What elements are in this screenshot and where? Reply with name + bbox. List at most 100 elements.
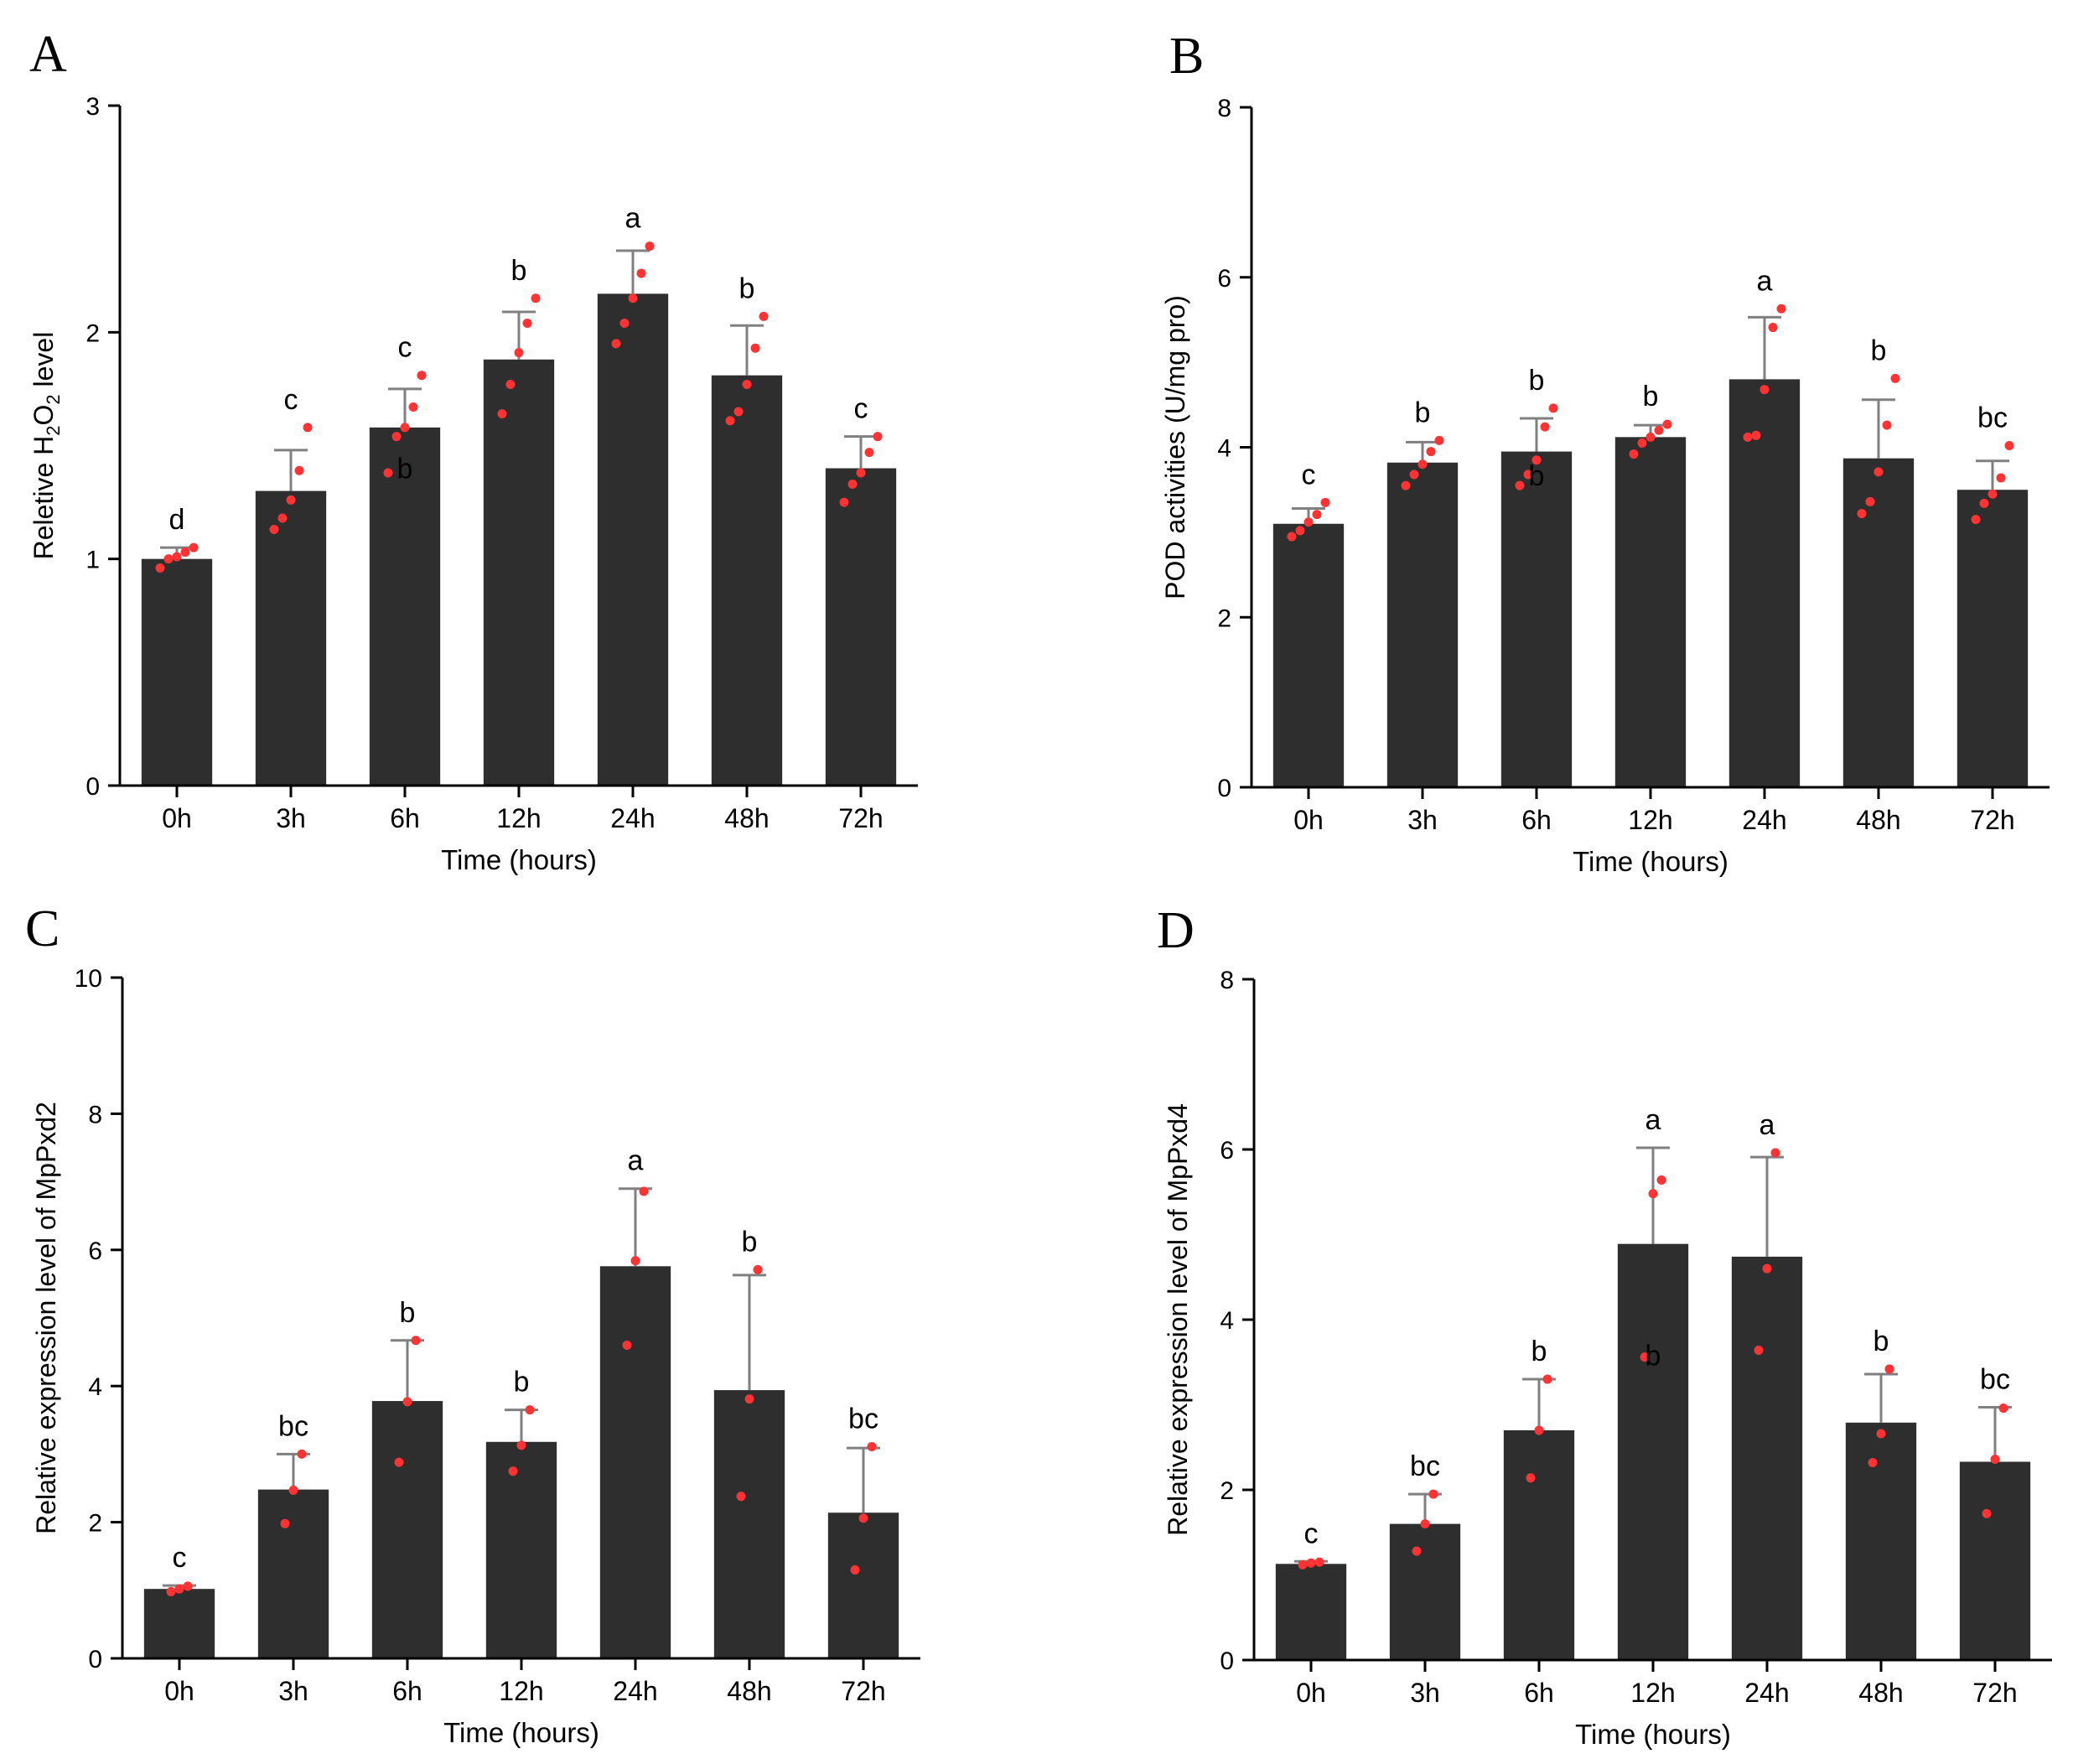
data-point — [1420, 1519, 1430, 1529]
data-point — [383, 468, 393, 478]
significance-letter: c — [1302, 459, 1316, 490]
data-point — [286, 495, 296, 505]
data-point — [645, 241, 655, 252]
bar — [713, 1390, 785, 1658]
data-point — [1882, 420, 1892, 430]
panel-d: Dc bc b a a b bc b 0 2 4 6 8 0h 3h 6h 12h 24h 48h 72h Time (… — [1157, 902, 2052, 1750]
bar — [1272, 523, 1345, 787]
significance-letter: b — [511, 255, 527, 287]
data-point — [1417, 459, 1428, 470]
significance-letter: b — [1415, 397, 1431, 428]
y-tick-label: 8 — [1220, 967, 1234, 994]
data-point — [742, 380, 752, 390]
y-tick-label: 2 — [1217, 604, 1231, 632]
data-point — [174, 1584, 184, 1594]
significance-letter: b — [397, 454, 413, 485]
data-point — [417, 371, 427, 381]
data-point — [1971, 515, 1981, 525]
y-tick-label: 6 — [88, 1237, 102, 1265]
y-axis-title: POD activities (U/mg pro) — [1160, 295, 1190, 599]
x-axis-title: Time (hours) — [1575, 1719, 1731, 1750]
significance-letter: b — [1529, 460, 1545, 492]
y-tick-label: 8 — [1217, 95, 1231, 122]
data-point — [1654, 425, 1664, 435]
significance-letter: b — [1873, 1326, 1889, 1357]
data-point — [1759, 385, 1770, 395]
significance-letter: bc — [1410, 1450, 1440, 1482]
x-tick-label: 0h — [1293, 805, 1324, 835]
data-point — [1768, 323, 1778, 333]
data-point — [847, 479, 858, 489]
data-point — [522, 319, 532, 329]
x-tick-label: 72h — [1970, 805, 2014, 835]
data-point — [1426, 447, 1436, 457]
y-tick-label: 8 — [88, 1101, 102, 1128]
data-point — [166, 1586, 176, 1596]
data-point — [1320, 497, 1330, 507]
data-point — [1998, 1403, 2008, 1414]
y-tick-label: 0 — [88, 1646, 102, 1673]
x-tick-label: 72h — [838, 803, 883, 833]
bar — [369, 427, 441, 786]
x-tick-label: 3h — [1410, 1678, 1440, 1708]
bar — [1614, 437, 1687, 787]
y-axis-title: Relative expression level of MpPxd2 — [31, 1102, 61, 1534]
x-tick-label: 24h — [1742, 805, 1786, 835]
data-point — [1548, 403, 1558, 413]
significance-letter: c — [1304, 1518, 1319, 1549]
significance-letter: b — [1643, 381, 1659, 412]
data-point — [303, 423, 313, 433]
data-point — [277, 513, 288, 523]
panel-b: Bc b b b a b bc b 0 2 4 6 8 0h 3h 6h 12h 24h 48h 72h Time (h… — [1160, 28, 2050, 877]
data-point — [411, 1336, 421, 1346]
data-point — [1776, 304, 1786, 314]
bar — [1389, 1523, 1461, 1660]
data-point — [864, 448, 874, 458]
data-point — [1751, 430, 1761, 440]
bar — [1959, 1461, 2031, 1660]
label-part: Reletive H — [29, 436, 59, 560]
data-point — [1409, 470, 1419, 480]
significance-letter: c — [284, 384, 298, 416]
data-point — [189, 542, 199, 553]
significance-letter: b — [742, 1226, 758, 1258]
x-tick-label: 48h — [727, 1676, 771, 1706]
data-point — [850, 1564, 860, 1575]
x-tick-label: 0h — [1296, 1678, 1326, 1708]
subscript: 2 — [43, 394, 64, 404]
panel-letter: B — [1169, 28, 1204, 85]
data-point — [163, 554, 174, 564]
y-tick-label: 3 — [86, 93, 100, 121]
data-point — [408, 402, 418, 412]
significance-letter: b — [739, 272, 755, 304]
data-point — [155, 563, 165, 573]
x-tick-label: 24h — [613, 1676, 657, 1706]
data-point — [628, 293, 638, 304]
data-point — [873, 432, 883, 442]
significance-letter: c — [173, 1542, 187, 1574]
data-point — [1890, 373, 1900, 383]
bar — [485, 1441, 557, 1658]
label-part: O — [29, 405, 59, 426]
y-tick-label: 0 — [86, 773, 100, 801]
panel-letter: D — [1157, 902, 1195, 959]
data-point — [611, 339, 621, 349]
data-point — [1629, 449, 1639, 459]
data-point — [622, 1340, 632, 1350]
bar — [711, 375, 783, 786]
x-tick-label: 48h — [1856, 805, 1900, 835]
data-point — [636, 268, 646, 278]
bar — [1842, 458, 1915, 787]
panel-a: Ad c c b a b c b 0 1 2 3 0h 3h 6h 12h 24h 48h 72h Time (hou… — [29, 26, 918, 875]
data-point — [1979, 498, 1989, 508]
x-tick-label: 0h — [164, 1676, 194, 1706]
data-point — [514, 348, 524, 358]
x-tick-label: 72h — [1972, 1678, 2017, 1708]
data-point — [1754, 1346, 1764, 1356]
data-point — [1873, 467, 1884, 477]
y-tick-label: 0 — [1217, 775, 1231, 802]
data-point — [1434, 435, 1444, 445]
data-point — [1303, 517, 1314, 527]
data-point — [1637, 438, 1647, 448]
bar — [1386, 462, 1459, 787]
